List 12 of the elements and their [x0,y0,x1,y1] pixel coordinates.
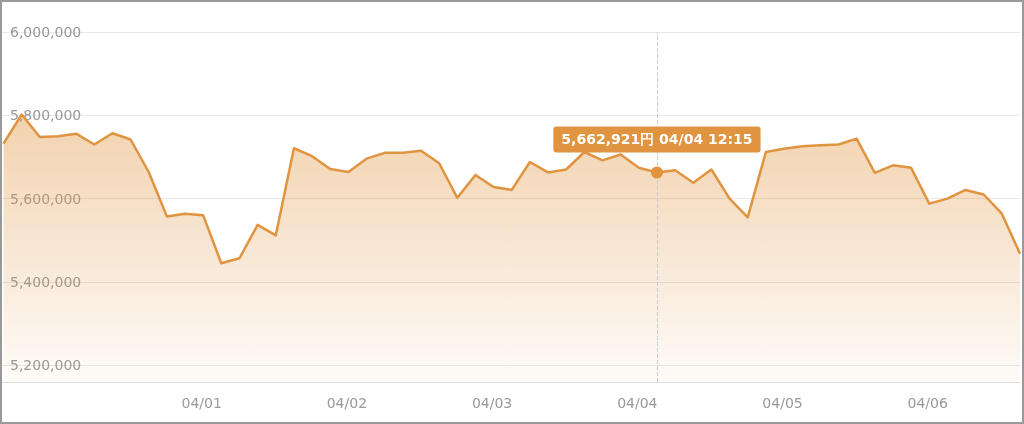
x-tick-label: 04/06 [907,395,948,411]
x-tick-label: 04/03 [471,395,513,411]
y-tick-label: 5,200,000 [10,357,82,374]
y-tick-label: 5,400,000 [10,274,82,290]
annotation: 5,662,921円 04/04 12:15 [561,131,753,148]
x-tick-label: 04/05 [762,395,803,411]
x-tick-label: 04/02 [326,395,368,411]
y-tick-label: 5,600,000 [10,190,82,207]
y-tick-label: 6,000,000 [10,24,82,40]
x-tick-label: 04/04 [617,395,658,411]
x-tick-label: 04/01 [181,395,222,411]
y-tick-label: 5,800,000 [10,107,82,124]
